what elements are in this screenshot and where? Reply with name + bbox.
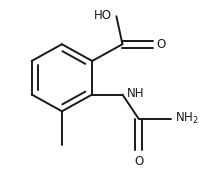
Text: NH$_2$: NH$_2$ (175, 111, 199, 126)
Text: O: O (134, 155, 143, 168)
Text: HO: HO (94, 9, 112, 22)
Text: O: O (157, 38, 166, 51)
Text: NH: NH (126, 87, 144, 100)
